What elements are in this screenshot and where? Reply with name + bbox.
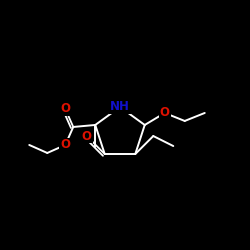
Text: NH: NH [110, 100, 130, 114]
Text: O: O [60, 102, 70, 116]
Text: O: O [160, 106, 170, 120]
Text: O: O [60, 138, 70, 151]
Text: O: O [82, 130, 92, 142]
